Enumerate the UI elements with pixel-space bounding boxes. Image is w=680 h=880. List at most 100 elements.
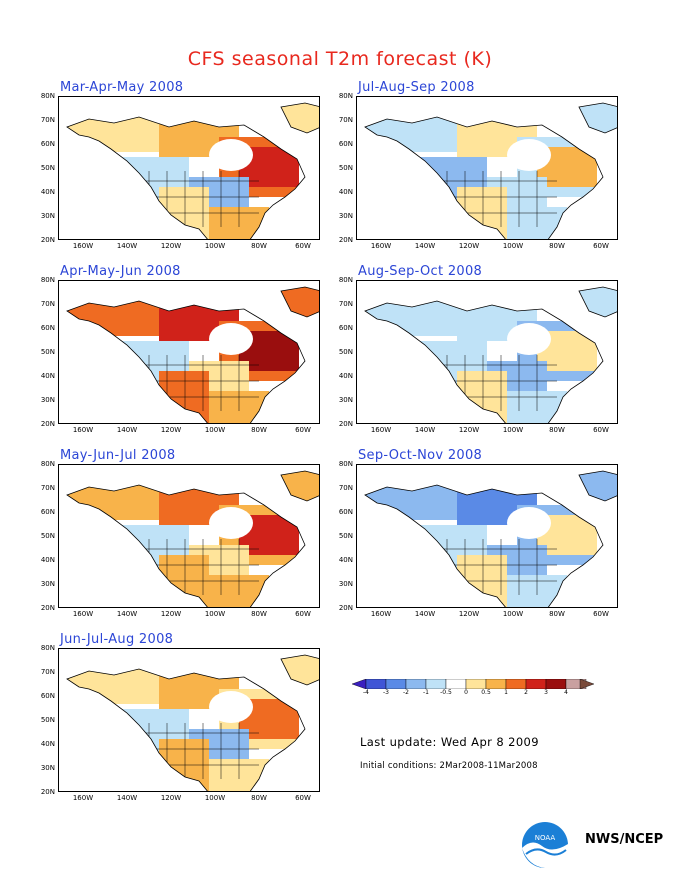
colorbar-label: 1: [504, 689, 508, 696]
map-panel-mam: [58, 96, 320, 240]
lon-tick-label: 120W: [458, 426, 480, 434]
initial-conditions-text: Initial conditions: 2Mar2008-11Mar2008: [360, 761, 538, 771]
map-panel-son: [356, 464, 618, 608]
map-panel-aso: [356, 280, 618, 424]
lat-tick-label: 40N: [338, 188, 353, 196]
lat-tick-label: 80N: [40, 460, 55, 468]
lon-tick-label: 60W: [593, 426, 609, 434]
lat-tick-label: 40N: [40, 372, 55, 380]
lat-tick-label: 80N: [338, 460, 353, 468]
lon-tick-label: 100W: [502, 426, 524, 434]
colorbar-swatch: [525, 679, 547, 689]
lat-tick-label: 80N: [40, 276, 55, 284]
colorbar-label: 0: [464, 689, 468, 696]
lat-tick-label: 20N: [338, 236, 353, 244]
lat-tick-label: 20N: [40, 420, 55, 428]
lon-tick-label: 100W: [204, 426, 226, 434]
lat-tick-label: 80N: [338, 92, 353, 100]
temperature-map: [364, 102, 617, 239]
lon-tick-label: 80W: [251, 794, 267, 802]
colorbar-label: -3: [383, 689, 389, 696]
lon-tick-label: 140W: [116, 426, 138, 434]
credit-text: NWS/NCEP: [585, 832, 664, 847]
panel-label-amj: Apr-May-Jun 2008: [60, 264, 181, 279]
lon-tick-label: 60W: [295, 794, 311, 802]
colorbar-swatch: [425, 679, 447, 689]
lat-tick-label: 40N: [338, 556, 353, 564]
colorbar-swatch: [545, 679, 567, 689]
lat-tick-label: 30N: [40, 580, 55, 588]
lon-tick-label: 80W: [549, 610, 565, 618]
temperature-map: [66, 102, 319, 239]
map-panel-mjj: [58, 464, 320, 608]
lon-tick-label: 80W: [251, 610, 267, 618]
colorbar-swatch: [485, 679, 507, 689]
lon-tick-label: 160W: [72, 242, 94, 250]
lon-tick-label: 100W: [502, 610, 524, 618]
lon-tick-label: 140W: [414, 242, 436, 250]
lon-tick-label: 120W: [458, 610, 480, 618]
lat-tick-label: 60N: [338, 508, 353, 516]
noaa-logo-icon: NOAA: [522, 822, 568, 869]
lat-tick-label: 30N: [40, 396, 55, 404]
panel-label-mam: Mar-Apr-May 2008: [60, 80, 184, 95]
colorbar-label: 0.5: [481, 689, 491, 696]
colorbar-swatch: [445, 679, 467, 689]
lon-tick-label: 80W: [549, 426, 565, 434]
lon-tick-label: 140W: [116, 242, 138, 250]
lat-tick-label: 50N: [338, 532, 353, 540]
colorbar-swatch: [352, 679, 367, 689]
colorbar-label: 4: [564, 689, 568, 696]
colorbar-label: -4: [363, 689, 369, 696]
lat-tick-label: 70N: [40, 668, 55, 676]
lon-tick-label: 80W: [251, 426, 267, 434]
lat-tick-label: 70N: [40, 300, 55, 308]
last-update-text: Last update: Wed Apr 8 2009: [360, 735, 539, 749]
temperature-map: [66, 470, 319, 607]
lon-tick-label: 100W: [502, 242, 524, 250]
lat-tick-label: 70N: [338, 484, 353, 492]
temperature-map: [66, 654, 319, 791]
lon-tick-label: 120W: [160, 242, 182, 250]
lon-tick-label: 160W: [72, 794, 94, 802]
lat-tick-label: 70N: [40, 116, 55, 124]
lat-tick-label: 30N: [338, 580, 353, 588]
lat-tick-label: 50N: [40, 164, 55, 172]
lon-tick-label: 100W: [204, 794, 226, 802]
lon-tick-label: 160W: [370, 426, 392, 434]
lat-tick-label: 80N: [40, 644, 55, 652]
colorbar-swatch: [385, 679, 407, 689]
colorbar-label: -0.5: [440, 689, 452, 696]
lon-tick-label: 120W: [160, 794, 182, 802]
panel-label-jja: Jun-Jul-Aug 2008: [60, 632, 174, 647]
lat-tick-label: 70N: [40, 484, 55, 492]
colorbar-label: -1: [423, 689, 429, 696]
colorbar-swatch: [405, 679, 427, 689]
colorbar: [352, 679, 595, 689]
lat-tick-label: 30N: [338, 212, 353, 220]
lat-tick-label: 60N: [338, 324, 353, 332]
map-panel-amj: [58, 280, 320, 424]
lat-tick-label: 50N: [40, 716, 55, 724]
lon-tick-label: 80W: [251, 242, 267, 250]
colorbar-label: -2: [403, 689, 409, 696]
noaa-logo-text: NOAA: [535, 834, 556, 842]
figure-title: CFS seasonal T2m forecast (K): [187, 48, 493, 70]
map-panel-jja: [58, 648, 320, 792]
lat-tick-label: 50N: [40, 532, 55, 540]
lat-tick-label: 30N: [338, 396, 353, 404]
lon-tick-label: 60W: [593, 242, 609, 250]
lat-tick-label: 30N: [40, 764, 55, 772]
lat-tick-label: 20N: [338, 604, 353, 612]
lat-tick-label: 40N: [40, 740, 55, 748]
temperature-map: [364, 286, 617, 423]
lat-tick-label: 60N: [40, 324, 55, 332]
lat-tick-label: 40N: [338, 372, 353, 380]
lat-tick-label: 40N: [40, 556, 55, 564]
lon-tick-label: 160W: [72, 426, 94, 434]
lat-tick-label: 60N: [338, 140, 353, 148]
lat-tick-label: 20N: [40, 604, 55, 612]
lat-tick-label: 20N: [40, 788, 55, 796]
lon-tick-label: 60W: [295, 242, 311, 250]
colorbar-swatch: [505, 679, 527, 689]
